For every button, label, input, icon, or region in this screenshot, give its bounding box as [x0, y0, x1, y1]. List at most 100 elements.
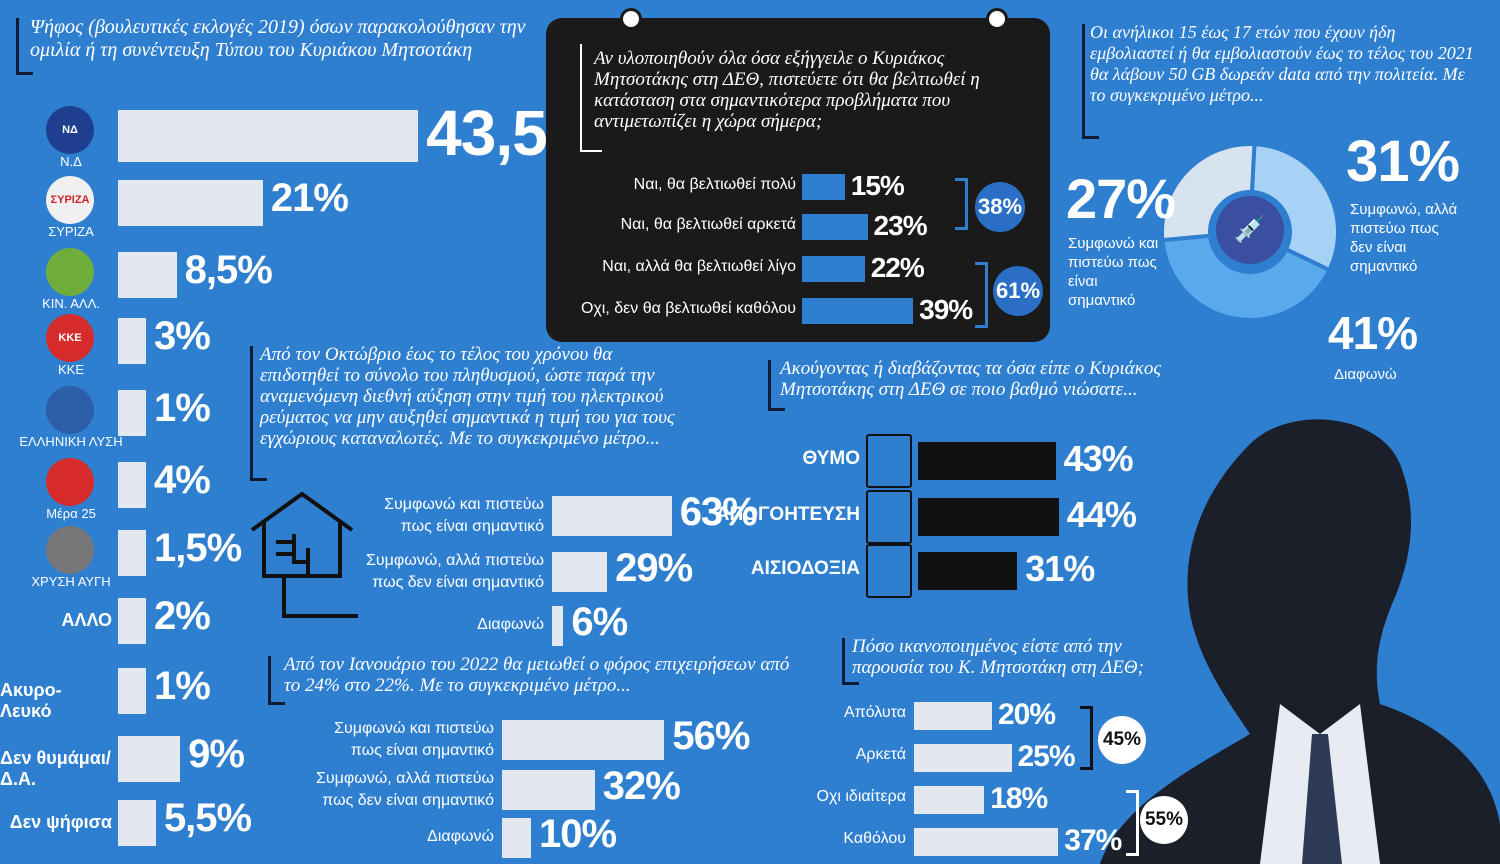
improve-bracket-1	[955, 178, 968, 230]
satisfied-bar	[914, 744, 1012, 772]
vote-pct: 9%	[188, 732, 245, 776]
tax-text-hook	[268, 656, 285, 705]
satisfied-pct: 20%	[998, 698, 1056, 731]
youth-pie	[1160, 142, 1340, 322]
vote-pct: 1%	[154, 664, 211, 708]
improve-group-1-badge: 38%	[975, 182, 1025, 232]
power-label: Διαφωνώ	[477, 604, 544, 636]
power-pct: 6%	[571, 600, 628, 644]
youth-label-1: Συμφωνώ, αλλά πιστεύω πως δεν είναι σημα…	[1350, 201, 1458, 275]
vote-pct: 3%	[154, 314, 211, 358]
satisfied-text: Πόσο ικανοποιημένος είστε από την παρουσ…	[852, 636, 1144, 678]
tax-pct: 56%	[672, 714, 750, 758]
pie-slice	[1160, 142, 1257, 243]
vote-bar	[118, 668, 146, 714]
vote-bar	[118, 110, 419, 162]
power-pct: 63%	[679, 490, 758, 534]
tax-label: Διαφωνώ	[427, 816, 494, 848]
pin-icon	[620, 8, 642, 30]
youth-pct-2: 41%	[1328, 307, 1418, 359]
feel-label: ΑΙΣΙΟΔΟΞΙΑ	[750, 558, 860, 579]
tax-label-line: πως είναι σημαντικό	[350, 742, 494, 759]
party-logo-icon	[46, 386, 94, 434]
improve-label: Οχι, δεν θα βελτιωθεί καθόλου	[580, 300, 796, 317]
vote-bar	[118, 252, 177, 298]
tax-bar	[502, 818, 531, 858]
improve-label: Ναι, θα βελτιωθεί πολύ	[633, 176, 796, 193]
improve-question-frame	[580, 44, 602, 152]
feel-bar	[918, 442, 1056, 480]
tax-bar	[502, 720, 665, 760]
vote-pct: 5,5%	[163, 796, 252, 840]
improve-question: Αν υλοποιηθούν όλα όσα εξήγγειλε ο Κυριά…	[594, 48, 980, 132]
vote-bar	[118, 462, 146, 508]
tax-label: Συμφωνώ, αλλά πιστεύω πως δεν είναι σημαν…	[316, 768, 494, 812]
improve-bar	[802, 214, 868, 240]
vote-bar	[118, 800, 156, 846]
improve-bar	[802, 174, 845, 200]
vote-pct: 4%	[154, 458, 211, 502]
feel-label: ΑΠΟΓΟΗΤΕΥΣΗ	[715, 504, 860, 525]
face-icon	[866, 544, 912, 598]
tax-label-line: Διαφωνώ	[427, 828, 494, 845]
face-icon	[866, 434, 912, 488]
satisfied-bracket-2	[1126, 790, 1139, 856]
satisfied-bracket-1	[1080, 706, 1093, 770]
vote-bar	[118, 530, 146, 576]
vote-pct: 8,5%	[184, 248, 273, 292]
youth-text-hook	[1082, 24, 1099, 139]
youth-label-3: Συμφωνώ και πιστεύω πως είναι σημαντικό	[1068, 235, 1159, 309]
vote-title-hook	[16, 18, 33, 75]
youth-label-2: Διαφωνώ	[1334, 366, 1397, 383]
power-label-line: πως δεν είναι σημαντικό	[372, 574, 544, 591]
satisfied-pct: 18%	[990, 782, 1048, 815]
improve-group-2-badge: 61%	[993, 266, 1043, 316]
party-label: Μέρα 25	[46, 506, 96, 521]
improve-pct: 39%	[919, 294, 973, 325]
party-label: Δεν ψήφισα	[9, 812, 112, 832]
party-logo-icon	[46, 248, 94, 296]
power-bar	[552, 496, 672, 536]
satisfied-group-2-badge: 55%	[1140, 796, 1188, 844]
tax-label: Συμφωνώ και πιστεύω πως είναι σημαντικό	[334, 718, 494, 762]
vote-pct: 21%	[270, 176, 349, 220]
feel-text: Ακούγοντας ή διαβάζοντας τα όσα είπε ο Κ…	[780, 358, 1162, 400]
party-logo-icon: ΚΚΕ	[46, 314, 94, 362]
power-label: Συμφωνώ και πιστεύω πως είναι σημαντικό	[384, 494, 544, 538]
improve-label: Ναι, θα βελτιωθεί αρκετά	[620, 216, 796, 233]
vote-bar	[118, 598, 146, 644]
vote-bar	[118, 736, 181, 782]
satisfied-group-1-badge: 45%	[1098, 716, 1146, 764]
vote-bar	[118, 180, 263, 226]
vote-pct: 2%	[154, 594, 211, 638]
party-logo-icon	[46, 526, 94, 574]
tax-label-line: Συμφωνώ και πιστεύω	[334, 720, 494, 737]
party-logo-icon	[46, 458, 94, 506]
youth-text: Οι ανήλικοι 15 έως 17 ετών που έχουν ήδη…	[1090, 22, 1474, 105]
tax-label-line: Συμφωνώ, αλλά πιστεύω	[316, 770, 494, 787]
improve-pct: 15%	[850, 170, 905, 201]
face-icon	[866, 490, 912, 544]
power-label-line: Διαφωνώ	[477, 616, 544, 633]
satisfied-label: Καθόλου	[843, 830, 906, 847]
tax-pct: 10%	[539, 812, 617, 856]
vote-pct: 1%	[154, 386, 211, 430]
satisfied-bar	[914, 702, 992, 730]
power-bar	[552, 606, 564, 646]
feel-bar	[918, 498, 1059, 536]
feel-pct: 43%	[1063, 438, 1134, 479]
pie-slice	[1249, 142, 1340, 273]
power-label-line: πως είναι σημαντικό	[400, 518, 544, 535]
house-plug-icon	[246, 490, 446, 618]
improve-pct: 23%	[873, 210, 928, 241]
syringe-icon: 💉	[1216, 196, 1284, 264]
party-label: Ακυρο-Λευκό	[0, 680, 62, 721]
youth-pct-1: 31%	[1346, 129, 1460, 194]
portrait-image	[1100, 419, 1500, 864]
feel-text-hook	[768, 360, 785, 411]
feel-pct: 44%	[1066, 494, 1137, 535]
vote-bar	[118, 390, 146, 436]
improve-bracket-2	[975, 262, 988, 328]
youth-pct-3: 27%	[1066, 167, 1176, 230]
power-text-hook	[250, 346, 267, 481]
